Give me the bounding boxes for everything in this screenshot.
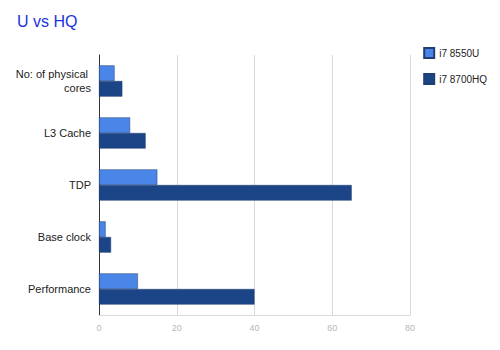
- svg-text:No: of physical: No: of physical: [16, 68, 91, 80]
- svg-text:0: 0: [96, 323, 101, 333]
- svg-text:U vs HQ: U vs HQ: [17, 13, 77, 30]
- svg-text:TDP: TDP: [69, 179, 91, 191]
- svg-text:80: 80: [405, 323, 415, 333]
- svg-text:Performance: Performance: [28, 283, 91, 295]
- svg-text:60: 60: [327, 323, 337, 333]
- svg-text:i7 8700HQ: i7 8700HQ: [439, 74, 487, 85]
- svg-text:cores: cores: [64, 82, 91, 94]
- svg-text:L3 Cache: L3 Cache: [44, 127, 91, 139]
- svg-text:40: 40: [249, 323, 259, 333]
- svg-text:i7 8550U: i7 8550U: [439, 48, 479, 59]
- svg-text:Base clock: Base clock: [38, 231, 92, 243]
- svg-text:20: 20: [172, 323, 182, 333]
